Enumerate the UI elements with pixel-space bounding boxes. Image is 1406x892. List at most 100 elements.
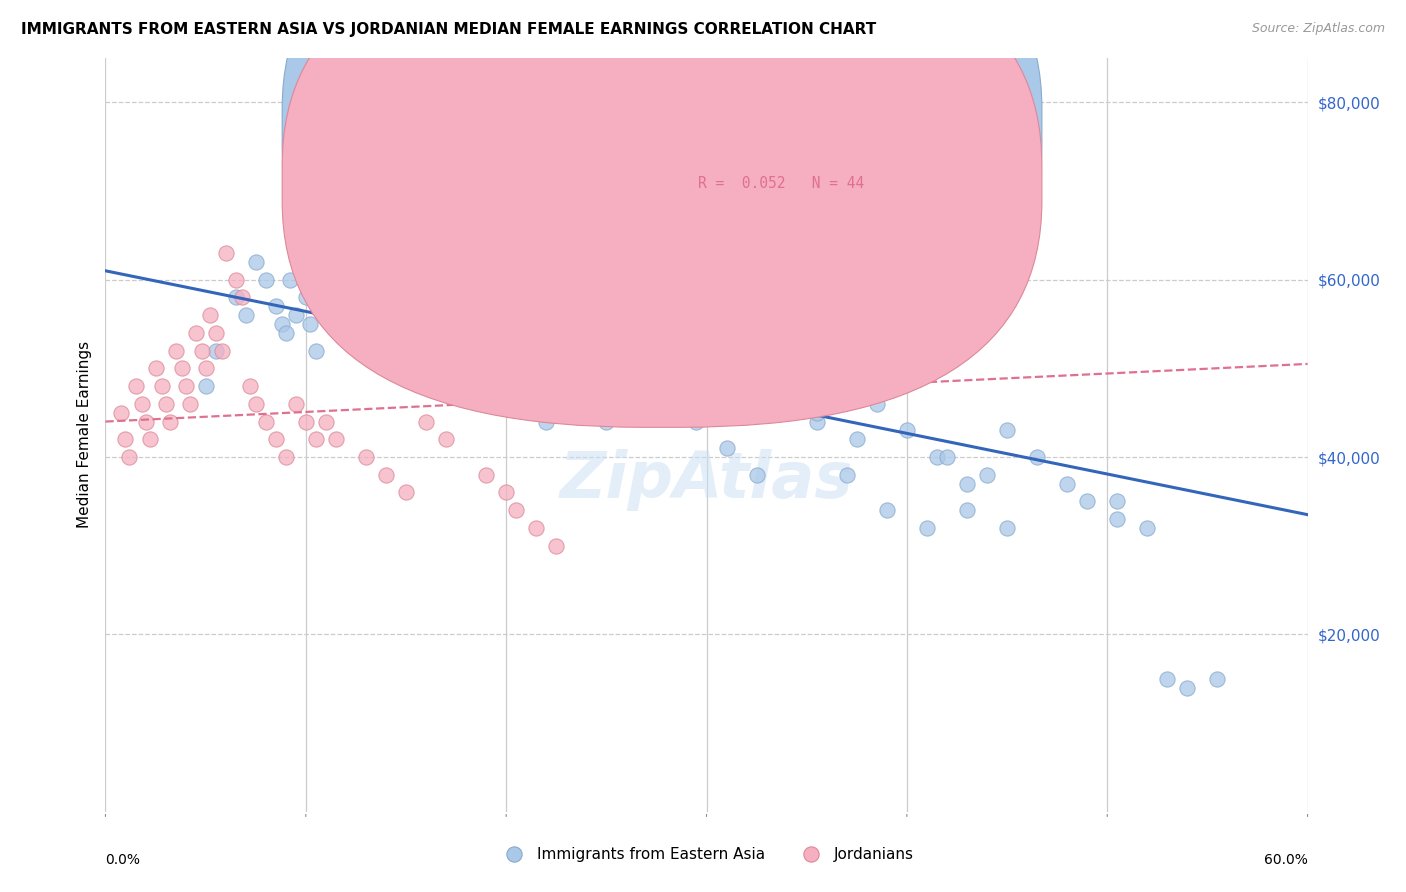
Point: [374, 467, 398, 482]
FancyBboxPatch shape: [623, 85, 1014, 224]
Y-axis label: Median Female Earnings: Median Female Earnings: [76, 342, 91, 528]
Point: [270, 317, 292, 331]
FancyBboxPatch shape: [283, 0, 1042, 371]
Text: R = -0.375   N =  91: R = -0.375 N = 91: [699, 119, 873, 134]
Point: [245, 397, 267, 411]
Point: [835, 467, 858, 482]
Point: [254, 415, 277, 429]
Point: [1206, 672, 1229, 686]
Point: [278, 273, 301, 287]
Point: [315, 273, 337, 287]
Point: [1107, 494, 1129, 508]
Point: [235, 308, 257, 322]
Point: [425, 264, 447, 278]
Point: [298, 317, 321, 331]
Point: [575, 308, 598, 322]
Point: [354, 450, 377, 464]
Point: [131, 397, 153, 411]
Text: IMMIGRANTS FROM EASTERN ASIA VS JORDANIAN MEDIAN FEMALE EARNINGS CORRELATION CHA: IMMIGRANTS FROM EASTERN ASIA VS JORDANIA…: [21, 22, 876, 37]
Point: [465, 299, 488, 313]
Point: [1076, 494, 1098, 508]
Point: [295, 290, 318, 304]
Point: [350, 184, 373, 198]
Point: [343, 148, 366, 162]
Text: 60.0%: 60.0%: [1264, 853, 1308, 867]
Point: [204, 326, 226, 340]
Point: [135, 415, 157, 429]
Point: [347, 166, 370, 180]
Point: [194, 379, 217, 393]
Point: [264, 299, 287, 313]
Point: [685, 415, 707, 429]
Text: 0.0%: 0.0%: [105, 853, 141, 867]
Point: [239, 379, 262, 393]
Point: [776, 388, 799, 402]
Point: [371, 202, 394, 216]
Point: [395, 485, 418, 500]
Point: [179, 397, 201, 411]
Point: [274, 326, 297, 340]
Point: [174, 379, 197, 393]
Point: [976, 467, 998, 482]
Point: [295, 415, 318, 429]
Point: [150, 379, 173, 393]
Point: [211, 343, 233, 358]
Point: [534, 415, 557, 429]
Point: [896, 424, 918, 438]
Point: [745, 467, 768, 482]
Point: [225, 290, 247, 304]
Point: [245, 255, 267, 269]
Point: [915, 521, 938, 535]
Point: [225, 273, 247, 287]
Point: [605, 326, 627, 340]
Point: [515, 361, 537, 376]
Point: [595, 415, 617, 429]
Point: [1056, 476, 1078, 491]
Point: [434, 432, 457, 446]
Point: [1136, 521, 1159, 535]
Point: [124, 379, 146, 393]
FancyBboxPatch shape: [283, 0, 1042, 427]
Point: [524, 388, 547, 402]
Point: [936, 450, 959, 464]
Point: [645, 352, 668, 367]
Point: [419, 326, 441, 340]
Point: [339, 184, 361, 198]
Text: ZipAtlas: ZipAtlas: [560, 449, 853, 511]
Point: [194, 361, 217, 376]
Point: [475, 467, 498, 482]
Point: [385, 219, 408, 234]
Point: [925, 450, 948, 464]
Point: [305, 432, 328, 446]
Point: [1107, 512, 1129, 526]
Point: [359, 148, 381, 162]
Point: [330, 202, 353, 216]
Point: [995, 424, 1018, 438]
Point: [378, 193, 401, 207]
Point: [866, 397, 889, 411]
Point: [231, 290, 253, 304]
Point: [845, 432, 868, 446]
Point: [495, 388, 517, 402]
Point: [305, 343, 328, 358]
Point: [571, 388, 593, 402]
Point: [325, 432, 347, 446]
Point: [391, 166, 413, 180]
Point: [411, 273, 433, 287]
Point: [274, 450, 297, 464]
Point: [475, 326, 498, 340]
Point: [264, 432, 287, 446]
Point: [956, 503, 979, 517]
Point: [284, 397, 307, 411]
Point: [1156, 672, 1178, 686]
Text: R =  0.052   N = 44: R = 0.052 N = 44: [699, 176, 865, 191]
Point: [444, 343, 467, 358]
Point: [430, 290, 453, 304]
Point: [110, 406, 132, 420]
Point: [184, 326, 207, 340]
Point: [354, 202, 377, 216]
Point: [190, 343, 212, 358]
Point: [311, 228, 333, 243]
Point: [616, 343, 638, 358]
Point: [405, 237, 427, 252]
